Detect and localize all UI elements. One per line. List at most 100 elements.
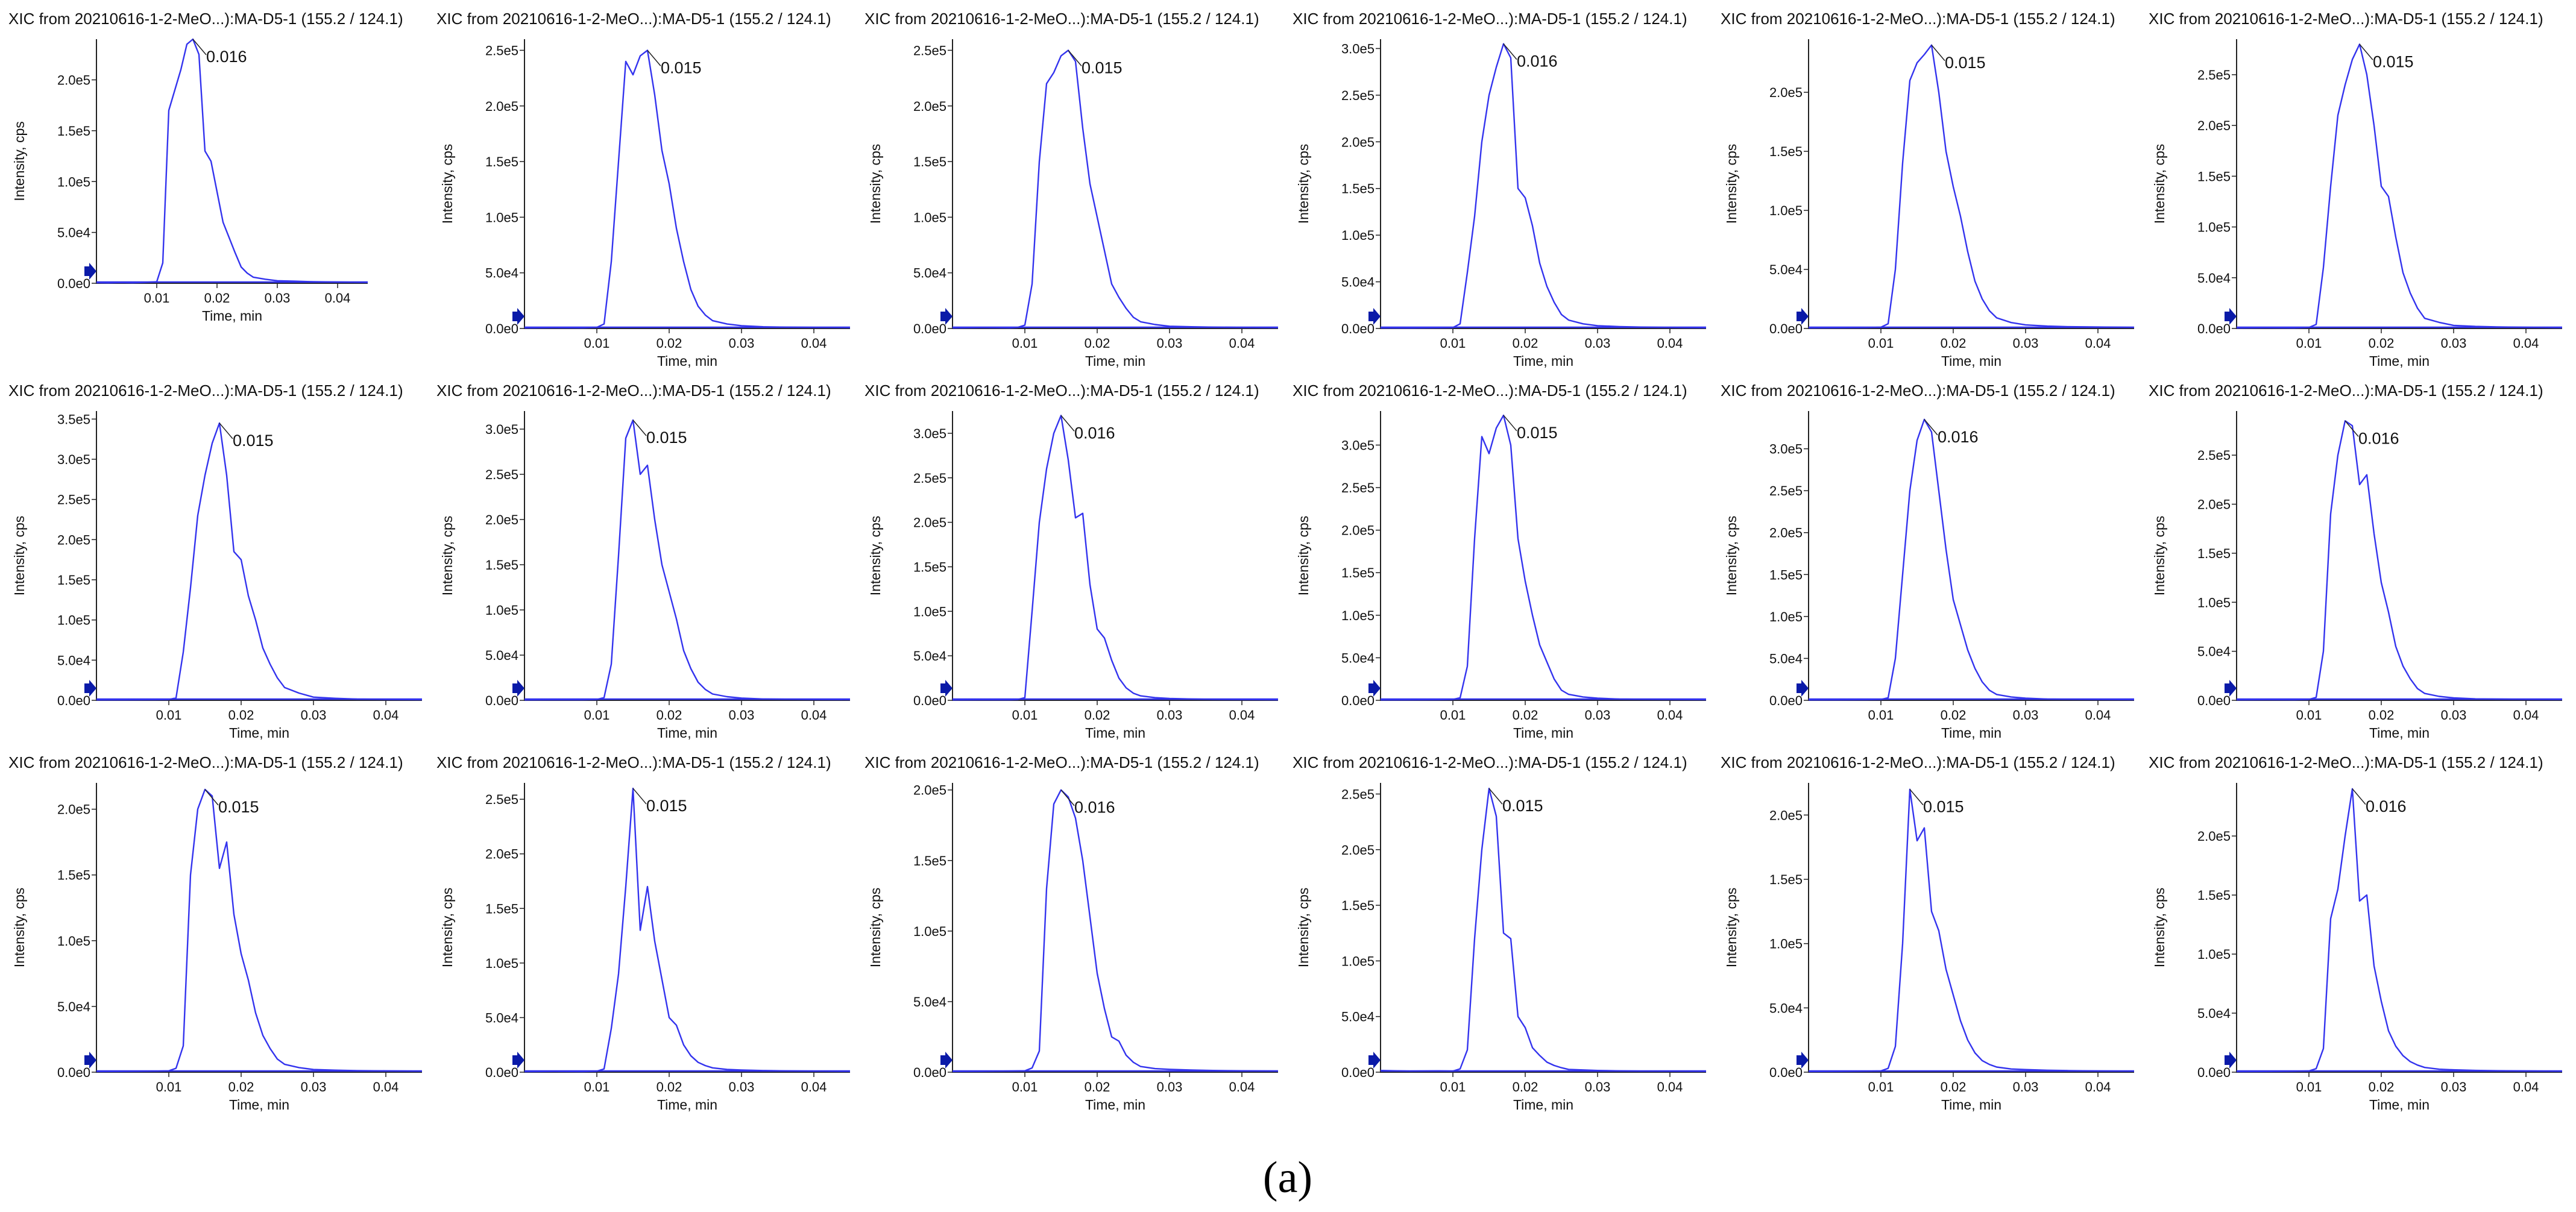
y-axis-label: Intensity, cps — [11, 516, 27, 596]
y-tick-label: 5.0e4 — [2197, 271, 2231, 286]
axes — [524, 783, 850, 1073]
x-tick-label: 0.03 — [2441, 1079, 2467, 1094]
chromatogram-trace — [524, 49, 851, 329]
y-tick-label: 5.0e4 — [485, 1010, 518, 1025]
x-tick-label: 0.02 — [2369, 336, 2395, 351]
y-tick-label: 5.0e4 — [485, 648, 518, 663]
chromatogram-trace — [524, 787, 851, 1073]
chart-title: XIC from 20210616-1-2-MeO...):MA-D5-1 (1… — [864, 753, 1259, 771]
x-tick-label: 0.01 — [584, 1079, 610, 1094]
axes — [952, 411, 1278, 701]
x-tick-label: 0.02 — [1085, 336, 1110, 351]
axes — [96, 783, 422, 1073]
y-tick-label: 1.5e5 — [57, 868, 90, 883]
chromatogram-trace — [524, 419, 851, 701]
x-tick-label: 0.03 — [1585, 1079, 1611, 1094]
peak-leader-line — [1060, 415, 1075, 432]
baseline-marker-icon — [1368, 308, 1381, 325]
xic-chart-15: XIC from 20210616-1-2-MeO...):MA-D5-1 (1… — [856, 744, 1285, 1114]
y-tick-label: 5.0e4 — [1769, 1000, 1803, 1016]
y-tick-label: 5.0e4 — [1769, 262, 1803, 277]
y-tick-label: 0.0e0 — [1341, 693, 1375, 708]
x-axis-label: Time, min — [1085, 725, 1145, 741]
y-tick-label: 0.0e0 — [1769, 693, 1803, 708]
x-tick-label: 0.02 — [2369, 708, 2395, 723]
x-tick-label: 0.03 — [301, 1079, 327, 1094]
x-tick-label: 0.02 — [657, 708, 682, 723]
peak-leader-line — [2352, 788, 2366, 805]
y-tick-label: 1.5e5 — [1769, 567, 1803, 582]
y-tick-label: 0.0e0 — [913, 1065, 946, 1080]
x-tick-label: 0.02 — [1941, 708, 1967, 723]
peak-leader-line — [1909, 789, 1924, 806]
y-tick-label: 5.0e4 — [2197, 644, 2231, 659]
y-tick-label: 3.5e5 — [57, 412, 90, 427]
peak-leader-line — [632, 788, 647, 805]
xic-chart-4: XIC from 20210616-1-2-MeO...):MA-D5-1 (1… — [1284, 0, 1713, 371]
xic-chart-8: XIC from 20210616-1-2-MeO...):MA-D5-1 (1… — [428, 372, 857, 743]
y-tick-label: 3.0e5 — [57, 452, 90, 467]
peak-label: 0.015 — [2373, 52, 2414, 71]
axes — [1380, 411, 1706, 701]
x-tick-label: 0.02 — [657, 1079, 682, 1094]
xic-chart-1: XIC from 20210616-1-2-MeO...):MA-D5-1 (1… — [0, 0, 429, 371]
y-tick-label: 2.5e5 — [913, 471, 946, 486]
y-tick-label: 2.0e5 — [57, 802, 90, 817]
x-tick-label: 0.02 — [657, 336, 682, 351]
axes — [2236, 39, 2562, 329]
y-tick-label: 2.0e5 — [57, 532, 90, 547]
y-axis-label: Intensity, cps — [1724, 144, 1739, 224]
y-axis-label: Intensity, cps — [439, 144, 455, 224]
y-tick-label: 1.5e5 — [485, 901, 518, 916]
x-axis-label: Time, min — [1513, 1097, 1573, 1113]
x-tick-label: 0.03 — [1585, 708, 1611, 723]
axes — [952, 783, 1278, 1073]
axes — [1380, 39, 1706, 329]
x-tick-label: 0.04 — [2513, 336, 2539, 351]
x-tick-label: 0.03 — [2441, 336, 2467, 351]
x-tick-label: 0.01 — [1440, 708, 1466, 723]
y-tick-label: 1.5e5 — [57, 124, 90, 139]
chart-title: XIC from 20210616-1-2-MeO...):MA-D5-1 (1… — [1293, 10, 1687, 28]
y-tick-label: 3.0e5 — [1341, 438, 1375, 453]
x-axis-label: Time, min — [229, 1097, 289, 1113]
xic-chart-5: XIC from 20210616-1-2-MeO...):MA-D5-1 (1… — [1712, 0, 2141, 371]
peak-leader-line — [192, 39, 207, 55]
peak-label: 0.016 — [2358, 429, 2399, 447]
y-axis-label: Intensity, cps — [439, 888, 455, 968]
y-tick-label: 2.5e5 — [57, 492, 90, 507]
y-tick-label: 1.5e5 — [2197, 888, 2231, 903]
chart-svg: XIC from 20210616-1-2-MeO...):MA-D5-1 (1… — [8, 10, 403, 324]
x-axis-label: Time, min — [202, 308, 262, 324]
y-tick-label: 5.0e4 — [1341, 650, 1375, 665]
baseline-marker-icon — [84, 680, 96, 697]
peak-label: 0.015 — [646, 429, 687, 447]
baseline-marker-icon — [940, 680, 953, 697]
peak-label: 0.015 — [218, 798, 259, 816]
y-tick-label: 2.0e5 — [913, 783, 946, 798]
peak-label: 0.016 — [2366, 797, 2407, 815]
y-tick-label: 2.5e5 — [2197, 448, 2231, 463]
y-tick-label: 2.0e5 — [485, 99, 518, 114]
y-tick-label: 0.0e0 — [1341, 1065, 1375, 1080]
x-tick-label: 0.03 — [2013, 1079, 2039, 1094]
chart-title: XIC from 20210616-1-2-MeO...):MA-D5-1 (1… — [1721, 753, 2115, 771]
y-tick-label: 0.0e0 — [1769, 1065, 1803, 1080]
chromatogram-trace — [952, 789, 1279, 1072]
peak-leader-line — [1488, 788, 1503, 805]
xic-chart-13: XIC from 20210616-1-2-MeO...):MA-D5-1 (1… — [0, 744, 429, 1114]
y-tick-label: 1.5e5 — [2197, 169, 2231, 184]
x-tick-label: 0.01 — [156, 1079, 182, 1094]
baseline-marker-icon — [1797, 1052, 1809, 1069]
x-tick-label: 0.03 — [2013, 336, 2039, 351]
baseline-marker-icon — [1797, 680, 1809, 697]
x-tick-label: 0.03 — [729, 1079, 755, 1094]
baseline-marker-icon — [512, 1052, 524, 1069]
chart-svg: XIC from 20210616-1-2-MeO...):MA-D5-1 (1… — [1721, 10, 2135, 369]
y-tick-label: 3.0e5 — [1769, 442, 1803, 457]
x-tick-label: 0.02 — [1513, 336, 1538, 351]
y-tick-label: 2.5e5 — [1769, 483, 1803, 498]
y-tick-label: 2.5e5 — [1341, 787, 1375, 802]
peak-label: 0.016 — [1517, 52, 1558, 71]
